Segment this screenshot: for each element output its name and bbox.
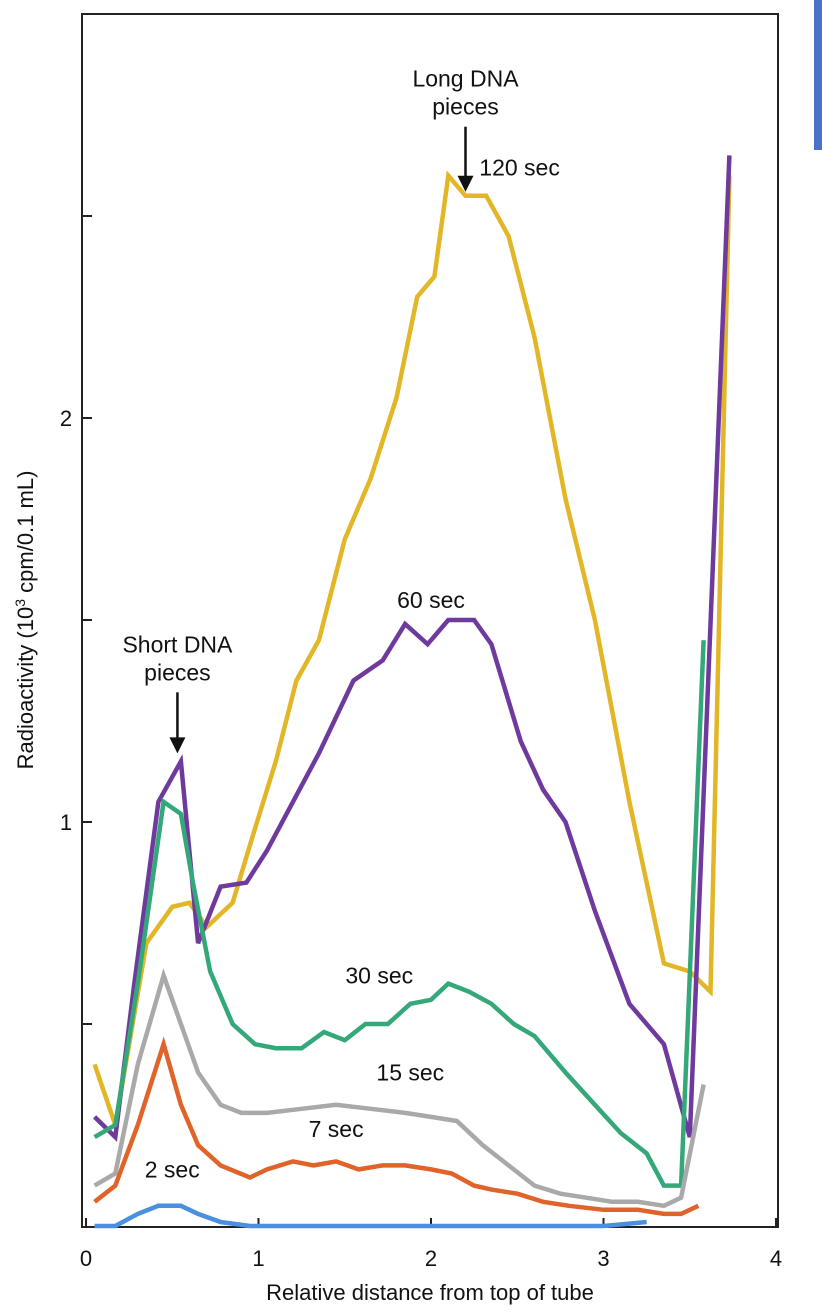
series-line — [93, 640, 706, 1188]
arrow-head — [169, 737, 186, 754]
arrow-annotation-text: Long DNA — [412, 66, 519, 92]
arrow-annotation-text: pieces — [144, 659, 210, 685]
series-layer — [92, 155, 732, 1229]
y-axis-label-superscript: 3 — [12, 599, 28, 607]
y-axis-label: Radioactivity (103 cpm/0.1 mL) — [12, 471, 38, 770]
annotation-layer: 2 sec 7 sec 15 sec 30 sec 60 sec 120 sec Long … — [122, 66, 559, 1183]
x-tick-label: 1 — [252, 1246, 264, 1271]
x-axis-label: Relative distance from top of tube — [266, 1280, 594, 1305]
accent-bar — [814, 0, 822, 150]
series-annotation: 60 sec — [397, 587, 465, 613]
arrow-head — [457, 175, 474, 192]
arrow-annotation-text: pieces — [432, 94, 498, 120]
x-tick-label: 4 — [770, 1246, 782, 1271]
series-annotation: 7 sec — [309, 1116, 364, 1142]
series-line — [93, 1036, 700, 1217]
series-annotation: 120 sec — [479, 155, 560, 181]
series-annotation: 15 sec — [376, 1060, 444, 1086]
arrow-annotation-text: Short DNA — [122, 631, 233, 657]
series-annotation: 30 sec — [345, 963, 413, 989]
x-tick-label: 2 — [425, 1246, 437, 1271]
series-annotation: 2 sec — [145, 1157, 200, 1183]
x-tick-label: 3 — [597, 1246, 609, 1271]
series-line — [93, 155, 732, 1142]
axis-ticks: 0 1 2 3 4 1 2 — [60, 215, 782, 1271]
y-tick-label: 2 — [60, 406, 72, 431]
series-line — [93, 968, 706, 1209]
y-axis-label-unit: cpm/0.1 mL) — [13, 471, 38, 599]
y-tick-label: 1 — [60, 810, 72, 835]
x-tick-label: 0 — [80, 1246, 92, 1271]
y-axis-label-text: Radioactivity (10 — [13, 607, 38, 770]
series-line — [94, 1203, 647, 1229]
